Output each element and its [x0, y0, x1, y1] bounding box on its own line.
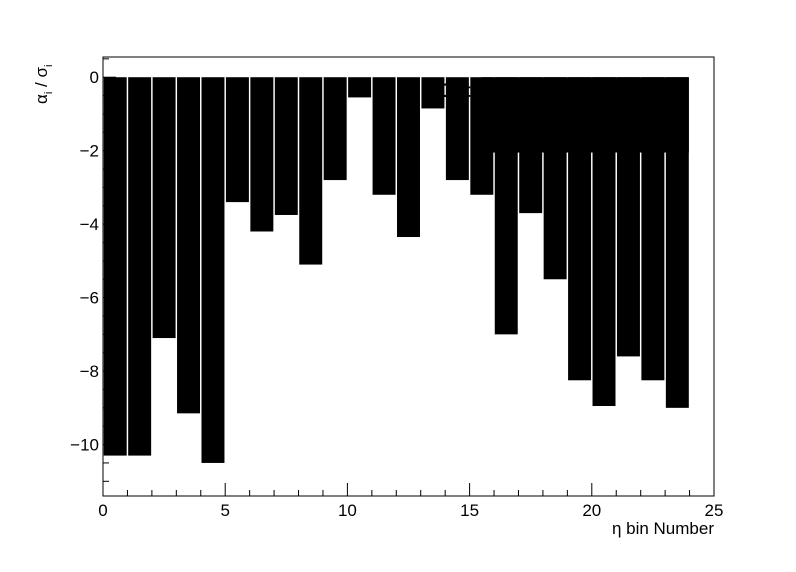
y-axis-title-sep: /: [32, 78, 51, 92]
y-tick-label: −10: [70, 436, 99, 455]
bar-1: [128, 77, 152, 456]
y-tick-label: −2: [80, 142, 99, 161]
x-tick-label: 25: [705, 501, 724, 520]
y-tick-label: −6: [80, 289, 99, 308]
y-axis-title-alpha-sub: i: [43, 92, 55, 94]
x-tick-label: 0: [98, 501, 107, 520]
bar-22: [641, 77, 665, 381]
x-tick-label: 15: [460, 501, 479, 520]
plateau-layer: [481, 77, 689, 153]
y-axis-title-sigma: σ: [32, 67, 51, 78]
x-tick-labels: 0 5 10 15 20 25: [98, 501, 723, 520]
axes-layer: [102, 58, 715, 496]
y-tick-label: 0: [90, 68, 99, 87]
bar-3: [177, 77, 201, 414]
y-tick-labels: 0 −2 −4 −6 −8 −10: [70, 68, 99, 454]
bar-14: [445, 77, 469, 181]
bar-4: [201, 77, 225, 463]
bar-23: [665, 77, 689, 408]
y-tick-label: −8: [80, 362, 99, 381]
x-tick-label: 5: [220, 501, 229, 520]
y-tick-label: −4: [80, 215, 99, 234]
bar-13: [421, 77, 445, 109]
bar-7: [274, 77, 298, 215]
bar-6: [250, 77, 274, 232]
bar-20: [592, 77, 616, 407]
bar-11: [372, 77, 396, 195]
plot-frame: [102, 56, 715, 497]
bar-0: [103, 77, 127, 456]
bar-8: [299, 77, 323, 265]
plateau-band: [481, 77, 689, 153]
y-axis-title-alpha: α: [32, 94, 51, 104]
svg-text:αi / σi: αi / σi: [32, 65, 55, 104]
bar-5: [225, 77, 249, 203]
bar-9: [323, 77, 347, 181]
x-axis-title: η bin Number: [612, 519, 714, 538]
bar-2: [152, 77, 176, 339]
y-axis-title: αi / σi: [32, 65, 55, 104]
bar-12: [397, 77, 420, 238]
y-axis-title-sigma-sub: i: [43, 65, 55, 67]
bar-19: [568, 77, 592, 381]
x-tick-label: 10: [338, 501, 357, 520]
annotation-nbins: Nb bins: 24: [520, 123, 623, 144]
bar-10: [348, 77, 372, 98]
annotation-dataset: Data JPsi 50000, unstained: [440, 81, 684, 102]
x-tick-label: 20: [582, 501, 601, 520]
